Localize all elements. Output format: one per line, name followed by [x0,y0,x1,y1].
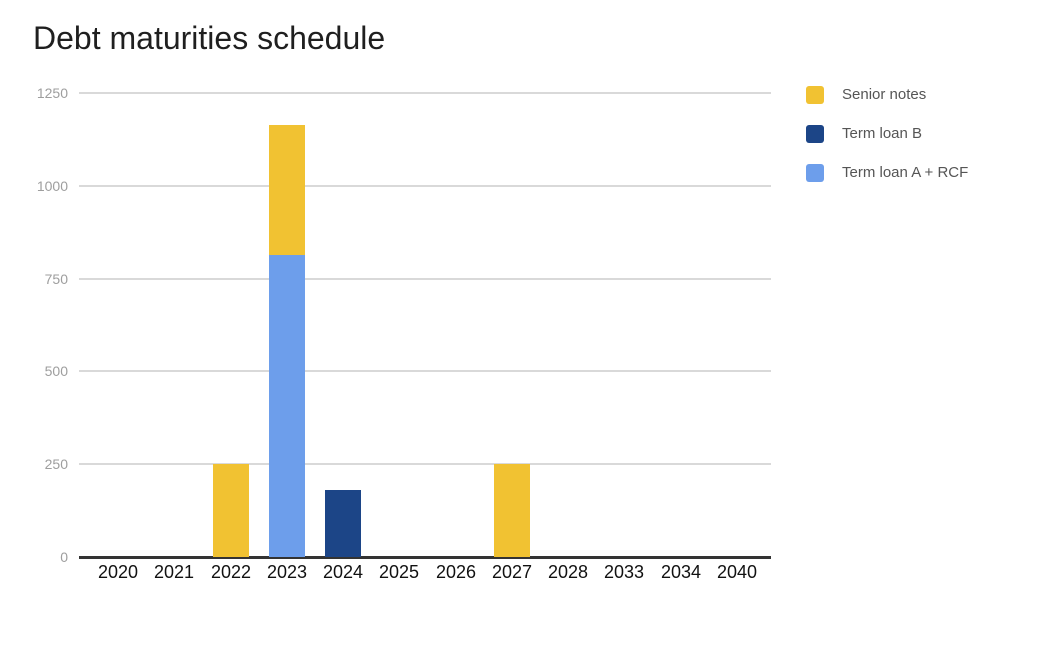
legend-item-senior-notes[interactable]: Senior notes [806,86,926,104]
y-tick-label-0: 0 [60,549,68,565]
x-tick-label-2033: 2033 [603,562,645,582]
bar-segment-term-loan-a-rcf-2023[interactable] [269,254,305,557]
legend-item-term-loan-a-rcf[interactable]: Term loan A + RCF [806,164,968,182]
x-tick-label-2020: 2020 [97,562,139,582]
x-tick-label-2021: 2021 [153,562,195,582]
bar-segment-senior-notes-2023[interactable] [269,125,305,255]
gridline-750 [79,278,771,280]
x-axis-line [79,556,771,559]
x-tick-label-2023: 2023 [266,562,308,582]
x-tick-label-2025: 2025 [378,562,420,582]
legend-swatch-term-loan-b-icon [806,125,824,143]
y-tick-label-750: 750 [44,271,68,287]
legend-swatch-term-loan-a-rcf-icon [806,164,824,182]
gridline-1000 [79,185,771,187]
x-tick-label-2022: 2022 [210,562,252,582]
gridline-1250 [79,92,771,94]
x-tick-label-2034: 2034 [660,562,702,582]
y-tick-label-1000: 1000 [36,178,68,194]
bar-segment-term-loan-b-2024[interactable] [325,490,361,557]
x-tick-label-2028: 2028 [547,562,589,582]
legend-item-term-loan-b[interactable]: Term loan B [806,125,922,143]
y-tick-label-1250: 1250 [36,85,68,101]
x-tick-label-2024: 2024 [322,562,364,582]
legend-label-senior-notes: Senior notes [842,86,927,103]
legend-label-term-loan-a-rcf: Term loan A + RCF [842,164,969,181]
bar-segment-senior-notes-2027[interactable] [494,464,530,557]
legend-label-term-loan-b: Term loan B [842,125,923,142]
x-tick-label-2027: 2027 [491,562,533,582]
gridline-500 [79,370,771,372]
bar-segment-senior-notes-2022[interactable] [213,464,249,557]
x-tick-label-2026: 2026 [435,562,477,582]
y-tick-label-500: 500 [44,363,68,379]
chart-title: Debt maturities schedule [33,20,386,56]
gridline-250 [79,463,771,465]
y-tick-label-250: 250 [44,456,68,472]
legend-swatch-senior-notes-icon [806,86,824,104]
x-tick-label-2040: 2040 [716,562,758,582]
